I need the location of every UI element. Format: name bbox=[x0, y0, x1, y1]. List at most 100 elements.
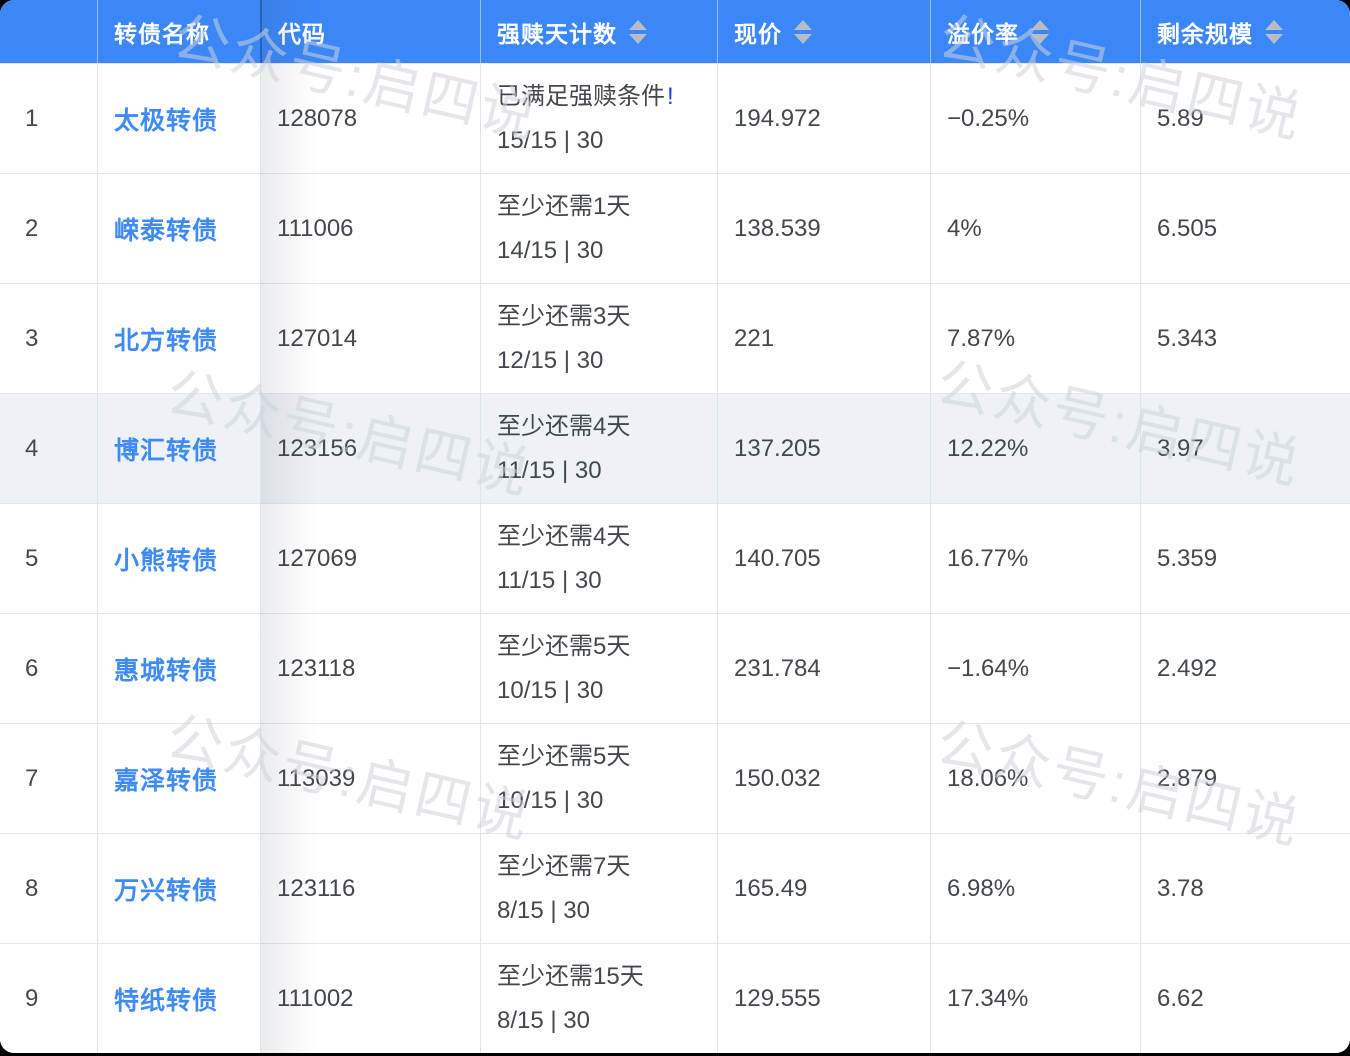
sort-asc-icon[interactable] bbox=[1265, 19, 1283, 30]
sort-icon[interactable] bbox=[629, 19, 647, 44]
table-row[interactable]: 5 小熊转债 127069 至少还需4天 11/15 | 30 140.705 … bbox=[0, 503, 1350, 613]
redeem-status: 至少还需3天 bbox=[497, 302, 631, 330]
table-row[interactable]: 2 嵘泰转债 111006 至少还需1天 14/15 | 30 138.539 … bbox=[0, 173, 1350, 283]
remaining-size-cell: 6.505 bbox=[1140, 174, 1350, 283]
premium-cell: 6.98% bbox=[930, 834, 1140, 943]
row-index: 3 bbox=[25, 324, 39, 352]
bond-name-cell: 惠城转债 bbox=[97, 614, 260, 723]
bond-name-link[interactable]: 小熊转债 bbox=[114, 546, 219, 575]
table-row[interactable]: 7 嘉泽转债 113039 至少还需5天 10/15 | 30 150.032 … bbox=[0, 723, 1350, 833]
header-cell-redeem-days[interactable]: 强赎天计数 bbox=[480, 0, 717, 63]
redeem-days-cell: 至少还需4天 11/15 | 30 bbox=[480, 394, 717, 503]
price-cell: 137.205 bbox=[717, 394, 930, 503]
bond-code-cell: 123156 bbox=[260, 394, 480, 503]
redeem-status: 至少还需4天 bbox=[497, 412, 631, 440]
redeem-days-cell: 至少还需5天 10/15 | 30 bbox=[480, 614, 717, 723]
sort-icon[interactable] bbox=[1031, 19, 1049, 44]
redeem-days-cell: 至少还需5天 10/15 | 30 bbox=[480, 724, 717, 833]
bond-name-link[interactable]: 惠城转债 bbox=[114, 656, 219, 685]
bond-name-link[interactable]: 特纸转债 bbox=[114, 986, 219, 1015]
bond-name-link[interactable]: 嘉泽转债 bbox=[114, 766, 219, 795]
bond-name-link[interactable]: 嵘泰转债 bbox=[114, 216, 219, 245]
redeem-status: 至少还需4天 bbox=[497, 522, 631, 550]
redeem-days-cell: 至少还需1天 14/15 | 30 bbox=[480, 174, 717, 283]
sort-icon[interactable] bbox=[1265, 19, 1283, 44]
remaining-size-cell: 3.78 bbox=[1140, 834, 1350, 943]
remaining-size-cell: 5.343 bbox=[1140, 284, 1350, 393]
bond-name-cell: 万兴转债 bbox=[97, 834, 260, 943]
price-cell: 129.555 bbox=[717, 944, 930, 1053]
sort-asc-icon[interactable] bbox=[794, 19, 812, 30]
bond-name-link[interactable]: 万兴转债 bbox=[114, 876, 219, 905]
bond-code-cell: 113039 bbox=[260, 724, 480, 833]
price-cell: 140.705 bbox=[717, 504, 930, 613]
header-cell-premium[interactable]: 溢价率 bbox=[930, 0, 1140, 63]
sort-desc-icon[interactable] bbox=[629, 33, 647, 44]
sort-asc-icon[interactable] bbox=[1031, 19, 1049, 30]
price-cell: 138.539 bbox=[717, 174, 930, 283]
redeem-status: 至少还需5天 bbox=[497, 742, 631, 770]
header-cell-remaining-size[interactable]: 剩余规模 bbox=[1140, 0, 1350, 63]
redeem-count: 14/15 | 30 bbox=[497, 236, 604, 264]
table-row[interactable]: 3 北方转债 127014 至少还需3天 12/15 | 30 221 7.87… bbox=[0, 283, 1350, 393]
bond-name-cell: 太极转债 bbox=[97, 64, 260, 173]
remaining-size-cell: 6.62 bbox=[1140, 944, 1350, 1053]
row-index: 4 bbox=[25, 434, 39, 462]
remaining-size-cell: 5.359 bbox=[1140, 504, 1350, 613]
premium-cell: 18.06% bbox=[930, 724, 1140, 833]
bond-code-cell: 127014 bbox=[260, 284, 480, 393]
row-index: 6 bbox=[25, 654, 39, 682]
redeem-days-cell: 至少还需4天 11/15 | 30 bbox=[480, 504, 717, 613]
row-index: 1 bbox=[25, 104, 39, 132]
header-cell-price[interactable]: 现价 bbox=[717, 0, 930, 63]
table-row[interactable]: 8 万兴转债 123116 至少还需7天 8/15 | 30 165.49 6.… bbox=[0, 833, 1350, 943]
sort-icon[interactable] bbox=[794, 19, 812, 44]
sort-desc-icon[interactable] bbox=[1031, 33, 1049, 44]
header-cell-code: 代码 bbox=[260, 0, 480, 63]
premium-cell: 7.87% bbox=[930, 284, 1140, 393]
table-row[interactable]: 1 太极转债 128078 已满足强赎条件! 15/15 | 30 194.97… bbox=[0, 63, 1350, 173]
table-row-highlighted[interactable]: 4 博汇转债 123156 至少还需4天 11/15 | 30 137.205 … bbox=[0, 393, 1350, 503]
redeem-count: 10/15 | 30 bbox=[497, 676, 604, 704]
table-row[interactable]: 6 惠城转债 123118 至少还需5天 10/15 | 30 231.784 … bbox=[0, 613, 1350, 723]
redeem-count: 8/15 | 30 bbox=[497, 896, 590, 924]
sort-desc-icon[interactable] bbox=[1265, 33, 1283, 44]
redeem-days-cell: 至少还需3天 12/15 | 30 bbox=[480, 284, 717, 393]
redeem-status: 至少还需1天 bbox=[497, 192, 631, 220]
header-label: 代码 bbox=[278, 20, 326, 47]
redeem-status: 至少还需5天 bbox=[497, 632, 631, 660]
bond-name-cell: 嵘泰转债 bbox=[97, 174, 260, 283]
bond-code-cell: 128078 bbox=[260, 64, 480, 173]
bond-name-cell: 博汇转债 bbox=[97, 394, 260, 503]
sort-desc-icon[interactable] bbox=[794, 33, 812, 44]
remaining-size-cell: 2.879 bbox=[1140, 724, 1350, 833]
remaining-size-cell: 5.89 bbox=[1140, 64, 1350, 173]
bond-name-link[interactable]: 北方转债 bbox=[114, 326, 219, 355]
price-cell: 165.49 bbox=[717, 834, 930, 943]
bond-code-cell: 123118 bbox=[260, 614, 480, 723]
remaining-size-cell: 3.97 bbox=[1140, 394, 1350, 503]
bond-name-cell: 小熊转债 bbox=[97, 504, 260, 613]
header-label: 转债名称 bbox=[114, 20, 210, 47]
redeem-alert-mark: ! bbox=[667, 82, 674, 110]
bond-name-link[interactable]: 太极转债 bbox=[114, 106, 219, 135]
header-label: 现价 bbox=[734, 20, 782, 47]
row-index: 8 bbox=[25, 874, 39, 902]
redeem-count: 11/15 | 30 bbox=[497, 566, 602, 594]
header-cell-index bbox=[0, 0, 97, 63]
bond-name-link[interactable]: 博汇转债 bbox=[114, 436, 219, 465]
price-cell: 194.972 bbox=[717, 64, 930, 173]
premium-cell: −1.64% bbox=[930, 614, 1140, 723]
redeem-status: 至少还需7天 bbox=[497, 852, 631, 880]
price-cell: 231.784 bbox=[717, 614, 930, 723]
premium-cell: 17.34% bbox=[930, 944, 1140, 1053]
table-header-row: 转债名称 代码 强赎天计数 现价 溢价率 剩余规模 bbox=[0, 0, 1350, 63]
sort-asc-icon[interactable] bbox=[629, 19, 647, 30]
row-index: 2 bbox=[25, 214, 39, 242]
bond-code-cell: 111002 bbox=[260, 944, 480, 1053]
redeem-days-cell: 已满足强赎条件! 15/15 | 30 bbox=[480, 64, 717, 173]
premium-cell: 16.77% bbox=[930, 504, 1140, 613]
table-row[interactable]: 9 特纸转债 111002 至少还需15天 8/15 | 30 129.555 … bbox=[0, 943, 1350, 1053]
redeem-status: 至少还需15天 bbox=[497, 962, 644, 990]
